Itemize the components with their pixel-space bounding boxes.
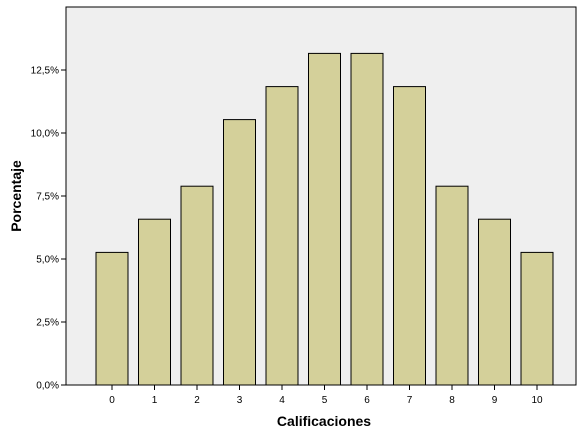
x-tick-label: 9	[492, 395, 498, 406]
y-axis: 0,0% 2,5% 5,0% 7,5% 10,0% 12,5%	[31, 66, 66, 392]
x-tick-label: 7	[407, 395, 413, 406]
y-tick-label: 10,0%	[31, 129, 59, 140]
x-axis: 0 1 2 3 4 5 6 7 8 9 10	[109, 385, 543, 406]
y-tick-label: 2,5%	[36, 318, 59, 329]
x-tick-label: 0	[109, 395, 115, 406]
y-tick-label: 5,0%	[36, 255, 59, 266]
x-tick-label: 4	[279, 395, 285, 406]
bar-3	[223, 119, 256, 386]
bar-0	[95, 251, 129, 386]
bar-4	[265, 86, 299, 386]
x-tick-label: 6	[364, 395, 370, 406]
y-tick-label: 7,5%	[36, 192, 59, 203]
bar-10	[520, 251, 554, 386]
bar-2	[180, 185, 214, 386]
bars-group	[95, 52, 554, 386]
x-tick-label: 1	[152, 395, 158, 406]
x-tick-label: 3	[237, 395, 243, 406]
x-axis-title: Calificaciones	[277, 413, 371, 429]
y-axis-title: Porcentaje	[8, 160, 24, 232]
bar-7	[393, 86, 426, 386]
x-tick-label: 2	[194, 395, 200, 406]
bar-6	[350, 52, 384, 386]
bar-9	[478, 218, 511, 386]
y-tick-label: 0,0%	[36, 381, 59, 392]
x-tick-label: 10	[531, 395, 543, 406]
bar-1	[138, 218, 171, 386]
y-tick-label: 12,5%	[31, 66, 59, 77]
x-tick-label: 8	[449, 395, 455, 406]
bar-8	[435, 185, 469, 386]
x-tick-label: 5	[322, 395, 328, 406]
bar-5	[308, 52, 341, 386]
